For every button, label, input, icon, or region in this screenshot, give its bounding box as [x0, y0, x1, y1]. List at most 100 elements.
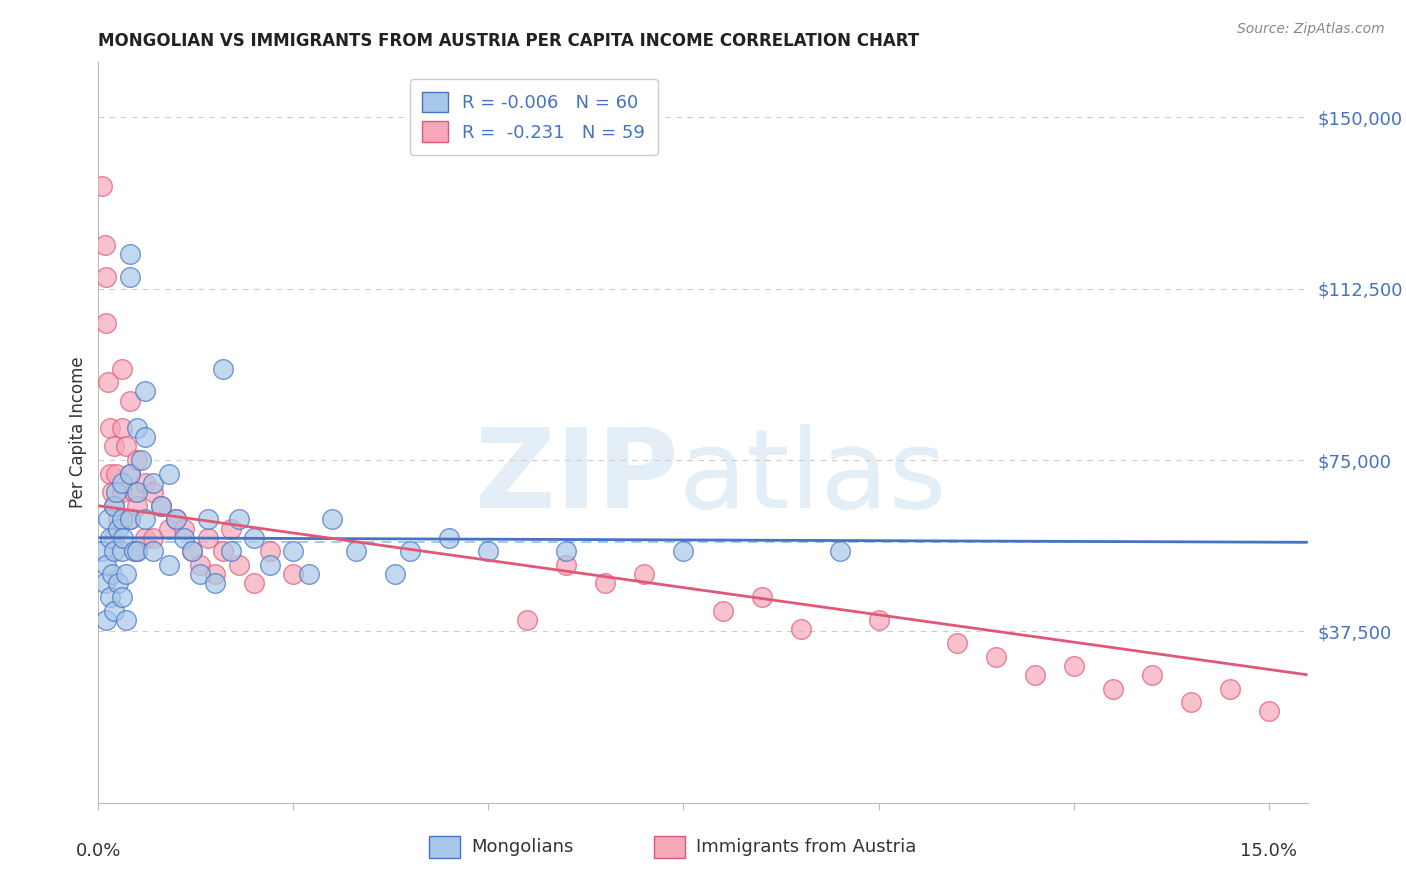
Point: [1063, 658, 1085, 673]
Point: [111, 544, 134, 558]
Point: [93, 576, 115, 591]
Point: [157, 467, 180, 481]
Point: [103, 499, 125, 513]
Point: [118, 270, 141, 285]
Point: [98, 467, 121, 481]
Point: [111, 485, 134, 500]
Point: [107, 512, 129, 526]
Point: [259, 558, 281, 573]
Point: [111, 421, 134, 435]
Point: [96, 316, 118, 330]
Point: [134, 430, 156, 444]
Point: [1101, 681, 1123, 696]
Point: [103, 499, 125, 513]
Point: [188, 567, 211, 582]
Point: [114, 567, 136, 582]
FancyBboxPatch shape: [654, 836, 685, 858]
Point: [122, 544, 145, 558]
Point: [111, 590, 134, 604]
Point: [127, 544, 149, 558]
Point: [91, 178, 114, 193]
Point: [228, 512, 250, 526]
Point: [96, 558, 118, 573]
Point: [828, 544, 851, 558]
Point: [204, 576, 226, 591]
Point: [243, 576, 266, 591]
Point: [118, 247, 141, 261]
Text: atlas: atlas: [679, 424, 948, 531]
Point: [103, 604, 125, 618]
Point: [91, 544, 114, 558]
Point: [344, 544, 367, 558]
Text: 0.0%: 0.0%: [76, 842, 121, 860]
Point: [672, 544, 695, 558]
Point: [1180, 695, 1202, 709]
Point: [188, 558, 211, 573]
Point: [173, 522, 195, 536]
Point: [111, 361, 134, 376]
Point: [384, 567, 406, 582]
Text: Source: ZipAtlas.com: Source: ZipAtlas.com: [1237, 22, 1385, 37]
Point: [789, 622, 811, 636]
Point: [134, 475, 156, 490]
Point: [127, 485, 149, 500]
Point: [555, 544, 578, 558]
Point: [157, 522, 180, 536]
Point: [97, 512, 120, 526]
Point: [114, 439, 136, 453]
Point: [107, 576, 129, 591]
Point: [399, 544, 422, 558]
Point: [212, 361, 235, 376]
Point: [321, 512, 343, 526]
Point: [103, 531, 125, 545]
Point: [157, 558, 180, 573]
Point: [101, 485, 124, 500]
Point: [181, 544, 204, 558]
Point: [107, 522, 129, 536]
Point: [114, 613, 136, 627]
Point: [633, 567, 655, 582]
Point: [118, 512, 141, 526]
Point: [298, 567, 321, 582]
Point: [197, 531, 219, 545]
Text: 15.0%: 15.0%: [1240, 842, 1298, 860]
Point: [149, 499, 172, 513]
Point: [142, 475, 165, 490]
Point: [96, 613, 118, 627]
Point: [181, 544, 204, 558]
Point: [228, 558, 250, 573]
Point: [165, 512, 187, 526]
Point: [259, 544, 281, 558]
Point: [118, 467, 141, 481]
Point: [149, 499, 172, 513]
Point: [439, 531, 461, 545]
Text: Immigrants from Austria: Immigrants from Austria: [696, 838, 917, 856]
Legend: R = -0.006   N = 60, R =  -0.231   N = 59: R = -0.006 N = 60, R = -0.231 N = 59: [409, 78, 658, 155]
Point: [197, 512, 219, 526]
Point: [98, 421, 121, 435]
Point: [283, 544, 305, 558]
Point: [984, 649, 1007, 664]
Point: [711, 604, 734, 618]
Point: [131, 453, 153, 467]
Point: [595, 576, 617, 591]
Point: [127, 499, 149, 513]
Point: [1219, 681, 1241, 696]
Point: [111, 475, 134, 490]
Y-axis label: Per Capita Income: Per Capita Income: [69, 357, 87, 508]
Point: [219, 544, 242, 558]
Point: [134, 384, 156, 399]
Point: [868, 613, 890, 627]
Point: [118, 512, 141, 526]
Point: [98, 590, 121, 604]
Point: [219, 522, 242, 536]
Point: [118, 467, 141, 481]
Point: [142, 544, 165, 558]
Text: MONGOLIAN VS IMMIGRANTS FROM AUSTRIA PER CAPITA INCOME CORRELATION CHART: MONGOLIAN VS IMMIGRANTS FROM AUSTRIA PER…: [98, 32, 920, 50]
Point: [165, 512, 187, 526]
Point: [93, 238, 115, 252]
Point: [98, 531, 121, 545]
Point: [173, 531, 195, 545]
Point: [127, 453, 149, 467]
FancyBboxPatch shape: [429, 836, 460, 858]
